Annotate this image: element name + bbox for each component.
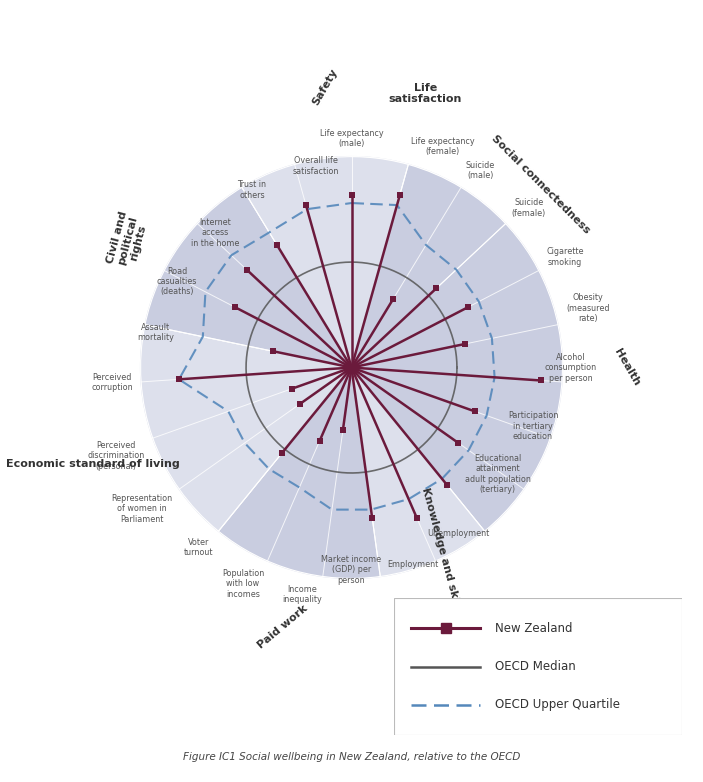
Text: Road
casualties
(deaths): Road casualties (deaths) bbox=[157, 267, 197, 296]
Text: Knowledge and skills: Knowledge and skills bbox=[420, 486, 464, 616]
Text: Cigarette
smoking: Cigarette smoking bbox=[546, 247, 583, 267]
Text: New Zealand: New Zealand bbox=[495, 622, 572, 635]
Text: Suicide
(female): Suicide (female) bbox=[512, 199, 546, 218]
Circle shape bbox=[141, 156, 562, 579]
Text: Obesity
(measured
rate): Obesity (measured rate) bbox=[566, 293, 610, 323]
Text: Social connectedness: Social connectedness bbox=[489, 134, 592, 235]
Text: Educational
attainment
adult population
(tertiary): Educational attainment adult population … bbox=[465, 454, 531, 494]
Text: Overall life
satisfaction: Overall life satisfaction bbox=[292, 156, 339, 176]
Text: Safety: Safety bbox=[311, 66, 340, 107]
Wedge shape bbox=[145, 188, 352, 368]
Text: Life expectancy
(female): Life expectancy (female) bbox=[411, 137, 475, 156]
Wedge shape bbox=[352, 156, 461, 368]
Text: Representation
of women in
Parliament: Representation of women in Parliament bbox=[111, 494, 172, 524]
Text: Employment: Employment bbox=[387, 560, 439, 569]
Text: Perceived
discrimination
(personal): Perceived discrimination (personal) bbox=[88, 441, 145, 471]
FancyBboxPatch shape bbox=[394, 598, 682, 735]
Text: Life
satisfaction: Life satisfaction bbox=[389, 83, 462, 103]
Wedge shape bbox=[242, 156, 408, 368]
Text: Suicide
(male): Suicide (male) bbox=[465, 161, 495, 180]
Text: Population
with low
incomes: Population with low incomes bbox=[222, 569, 264, 598]
Text: Internet
access
in the home: Internet access in the home bbox=[191, 218, 240, 248]
Wedge shape bbox=[352, 368, 484, 576]
Text: OECD Upper Quartile: OECD Upper Quartile bbox=[495, 698, 619, 712]
Text: Trust in
others: Trust in others bbox=[238, 180, 266, 199]
Text: Civil and
political
rights: Civil and political rights bbox=[105, 210, 150, 271]
Text: Paid work: Paid work bbox=[256, 604, 310, 651]
Text: Figure IC1 Social wellbeing in New Zealand, relative to the OECD: Figure IC1 Social wellbeing in New Zeala… bbox=[183, 752, 520, 762]
Wedge shape bbox=[352, 188, 562, 531]
Wedge shape bbox=[352, 164, 505, 368]
Text: Life expectancy
(male): Life expectancy (male) bbox=[320, 129, 383, 149]
Text: Assault
mortality: Assault mortality bbox=[137, 323, 174, 343]
Text: OECD Median: OECD Median bbox=[495, 660, 575, 673]
Text: Unemployment: Unemployment bbox=[427, 529, 490, 538]
Text: Alcohol
consumption
per person: Alcohol consumption per person bbox=[544, 353, 596, 382]
Text: Participation
in tertiary
education: Participation in tertiary education bbox=[508, 411, 558, 441]
Wedge shape bbox=[219, 368, 380, 579]
Text: Income
inequality: Income inequality bbox=[282, 585, 322, 604]
Text: Perceived
corruption: Perceived corruption bbox=[91, 373, 133, 393]
Text: Economic standard of living: Economic standard of living bbox=[6, 459, 180, 469]
Text: Health: Health bbox=[612, 347, 642, 388]
Text: Market income
(GDP) per
person: Market income (GDP) per person bbox=[321, 555, 381, 585]
Wedge shape bbox=[141, 325, 352, 531]
Text: Voter
turnout: Voter turnout bbox=[183, 538, 213, 557]
